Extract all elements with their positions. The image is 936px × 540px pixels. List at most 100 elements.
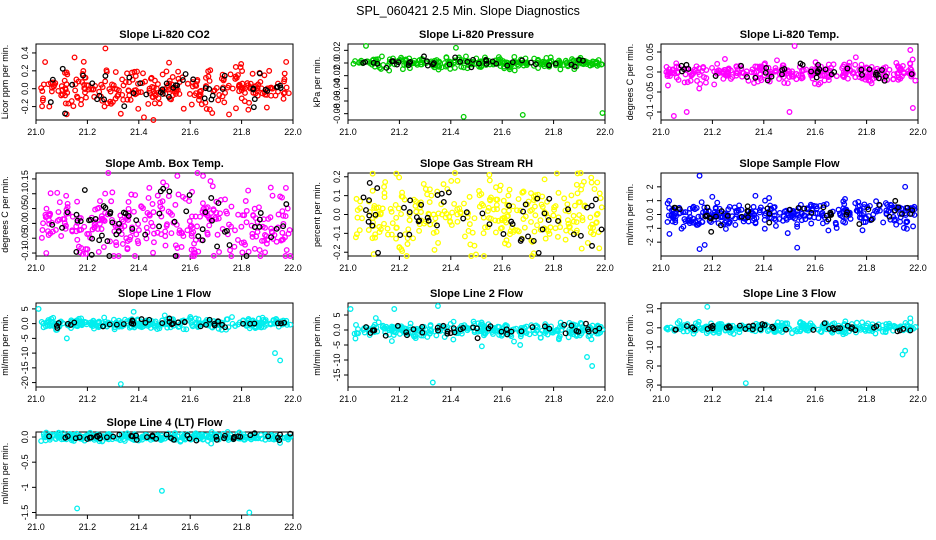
x-tick-label: 21.4 [130,263,148,273]
data-point [39,88,46,95]
reference-point [397,232,404,239]
data-point [726,218,733,225]
data-point [507,63,514,70]
data-point [164,221,170,228]
data-point [395,205,402,212]
reference-point [859,71,865,78]
x-tick-label: 21.2 [391,127,409,137]
data-point [430,230,437,236]
y-axis-label: ml/min per min. [625,184,635,246]
reference-point [487,323,494,330]
data-point [245,82,252,89]
outlier-point [272,350,278,357]
reference-point [598,226,605,233]
data-point [286,227,293,234]
y-tick-label: -0.5 [20,454,30,470]
data-point [145,195,152,201]
data-point [794,207,801,214]
data-point [570,212,577,219]
data-point [154,81,161,88]
reference-point [683,61,690,68]
data-point [55,429,62,436]
data-point [547,54,554,61]
data-point [257,78,264,85]
reference-point [179,77,186,84]
outlier-point [63,335,70,342]
reference-point [74,217,81,224]
reference-point [251,96,258,103]
data-point [820,323,827,330]
data-point [421,220,428,227]
reference-point [163,431,170,438]
data-point [500,197,507,204]
data-point [62,86,69,93]
data-point [382,179,389,185]
data-point [45,232,52,238]
data-point [261,72,268,79]
data-point [285,436,292,443]
data-point [95,248,102,255]
data-point [841,329,848,336]
data-point [131,324,138,331]
reference-point [419,323,426,330]
x-tick-label: 21.2 [391,394,409,404]
reference-point [588,202,595,209]
data-point [223,316,230,323]
data-point [596,190,603,197]
data-point [833,225,840,231]
data-point [833,221,839,228]
reference-point [676,206,683,213]
data-point [131,68,138,75]
data-point [573,181,580,188]
reference-point [844,209,851,216]
reference-point [84,435,91,442]
data-point [685,218,691,224]
reference-point [106,253,113,259]
reference-point [166,315,173,322]
data-point [43,323,49,330]
reference-point [77,218,84,225]
data-point [473,55,480,62]
series-points [663,303,919,387]
data-point [537,217,544,224]
data-point [227,71,234,78]
data-point [172,201,179,208]
data-point [570,218,577,225]
data-point [819,220,826,227]
reference-point [129,225,136,232]
data-point [64,71,71,78]
data-point [160,179,167,186]
data-point [882,329,889,336]
data-point [249,317,256,324]
data-point [903,219,910,226]
outlier-point [486,171,493,178]
reference-point [464,58,471,65]
data-point [90,86,97,93]
reference-point [766,219,773,226]
data-point [420,180,427,187]
data-point [664,82,671,89]
y-tick-label: 0.0 [20,82,30,95]
data-point [501,208,508,214]
x-tick-label: 21.6 [181,263,199,273]
x-tick-label: 21.8 [233,127,251,137]
plot-frame [35,172,294,257]
outlier-point [794,244,801,251]
reference-point [121,103,128,110]
y-tick-label: -0.1 [645,104,655,120]
data-point [588,174,595,181]
data-point [62,225,69,232]
reference-point [445,189,452,196]
reference-point [107,209,114,215]
data-point [82,246,89,253]
data-point [762,197,769,204]
reference-point [201,95,208,102]
y-tick-label: 0.0 [332,208,342,221]
data-point [853,207,860,214]
reference-point [142,319,149,326]
data-point [287,321,294,328]
data-point [698,199,705,206]
data-point [134,238,141,244]
data-point [216,92,223,98]
reference-point [213,433,220,440]
